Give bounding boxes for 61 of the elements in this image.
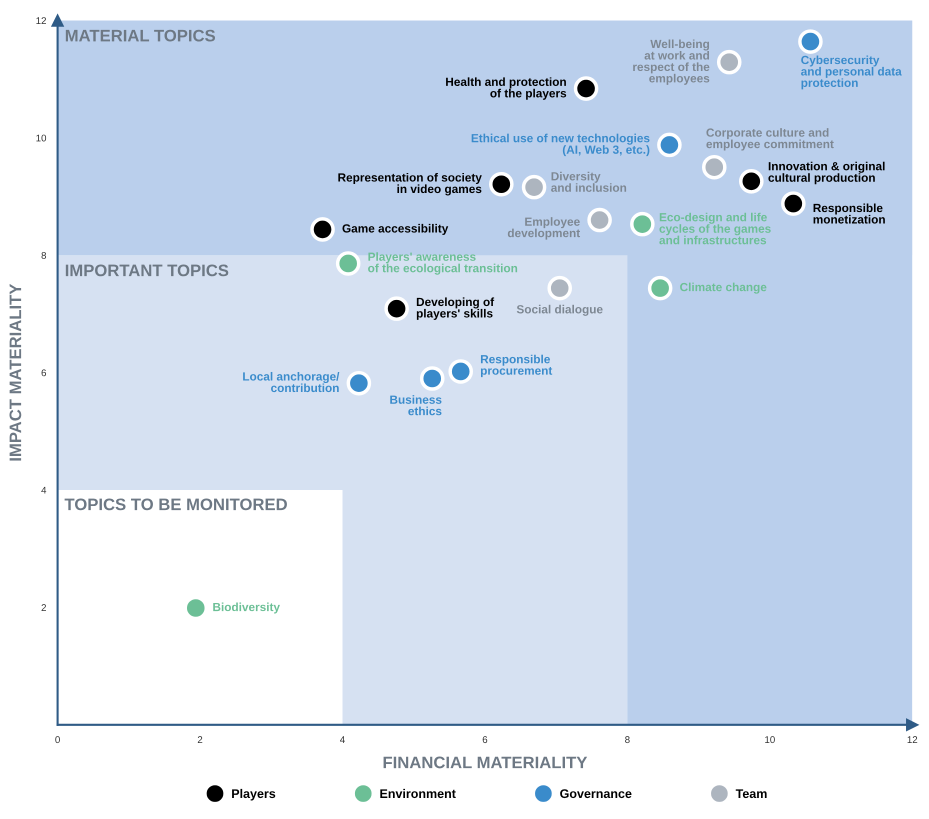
point bbox=[702, 154, 727, 180]
data-label: Ethical use of new technologies (AI, Web 3, etc.) bbox=[472, 134, 650, 156]
x-tick-label: 2 bbox=[198, 736, 202, 743]
band-label: IMPORTANT TOPICS bbox=[66, 264, 228, 276]
point bbox=[716, 50, 742, 74]
data-label: Well-being at work and respect of the employees bbox=[633, 39, 710, 85]
band-label: MATERIAL TOPICS bbox=[66, 30, 216, 42]
legend-label: Team bbox=[736, 789, 767, 798]
y-tick-label: 10 bbox=[36, 134, 46, 142]
point bbox=[574, 76, 598, 101]
y-tick-label: 12 bbox=[36, 17, 46, 24]
data-label: Employee development bbox=[508, 217, 580, 240]
point bbox=[420, 366, 444, 391]
data-label: Responsible monetization bbox=[814, 203, 885, 224]
data-label: Local anchorage/ contribution bbox=[243, 372, 340, 392]
data-label: Health and protection of the players bbox=[446, 77, 566, 100]
y-tick-label: 4 bbox=[41, 486, 46, 494]
y-axis-title: IMPACT MATERIALITY bbox=[9, 284, 22, 461]
annotation: TOPICS TO BE MONITORED bbox=[64, 498, 287, 510]
point bbox=[739, 169, 764, 194]
data-label: Developing of players' skills bbox=[416, 297, 494, 320]
data-label: Biodiversity bbox=[213, 602, 280, 614]
y-tick-label: 8 bbox=[42, 252, 46, 259]
x-tick-label: 0 bbox=[55, 736, 60, 744]
point bbox=[657, 132, 682, 158]
x-tick-label: 6 bbox=[482, 736, 488, 744]
point bbox=[630, 212, 655, 236]
legend-label: Players bbox=[232, 788, 276, 801]
x-tick-label: 4 bbox=[340, 736, 345, 743]
data-label: Diversity and inclusion bbox=[551, 172, 626, 192]
data-label: Players' awareness of the ecological transition bbox=[368, 252, 518, 275]
data-label: Responsible procurement bbox=[480, 354, 552, 378]
data-label: Representation of society in video games bbox=[338, 172, 482, 196]
data-label: Climate change bbox=[680, 282, 766, 294]
point bbox=[489, 172, 514, 196]
point bbox=[781, 191, 806, 216]
point bbox=[648, 276, 672, 300]
y-tick-label: 6 bbox=[42, 369, 46, 376]
point bbox=[798, 29, 823, 54]
legend-label: Environment bbox=[380, 788, 456, 798]
data-label: Business ethics bbox=[390, 395, 442, 416]
x-tick-label: 12 bbox=[908, 736, 918, 743]
point bbox=[346, 370, 372, 396]
data-label: Social dialogue bbox=[516, 304, 603, 316]
point bbox=[448, 359, 473, 384]
data-label: Corporate culture and employee commitment bbox=[706, 128, 834, 151]
x-tick-label: 8 bbox=[625, 736, 630, 744]
x-tick-label: 10 bbox=[765, 736, 775, 744]
legend-label: Governance bbox=[560, 789, 632, 798]
data-label: Game accessibility bbox=[342, 224, 448, 235]
data-label: Eco-design and life cycles of the games and infrastructures bbox=[659, 212, 771, 244]
point bbox=[522, 174, 546, 200]
point bbox=[587, 208, 612, 232]
point bbox=[547, 276, 572, 300]
data-label: Innovation & original cultural production bbox=[768, 162, 885, 184]
point bbox=[384, 296, 409, 321]
x-axis-title: FINANCIAL MATERIALITY bbox=[384, 756, 588, 768]
point bbox=[336, 251, 360, 276]
data-label: Cybersecurity and personal data protection bbox=[801, 55, 902, 90]
y-tick-label: 2 bbox=[42, 604, 46, 611]
point bbox=[310, 217, 335, 242]
